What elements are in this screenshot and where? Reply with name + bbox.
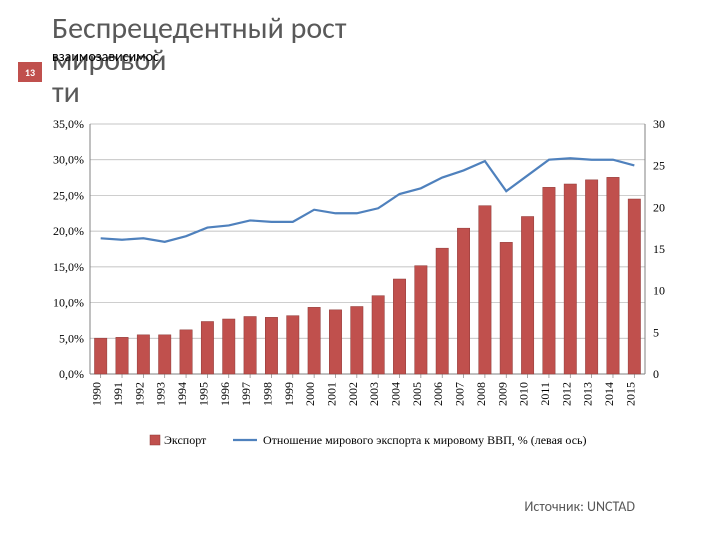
svg-text:15: 15 bbox=[653, 242, 665, 256]
svg-text:2007: 2007 bbox=[453, 382, 467, 406]
svg-text:2002: 2002 bbox=[346, 382, 360, 406]
slide-number: 13 bbox=[25, 66, 35, 79]
svg-text:10: 10 bbox=[653, 284, 665, 298]
svg-text:2003: 2003 bbox=[367, 382, 381, 406]
svg-text:2001: 2001 bbox=[324, 382, 338, 406]
svg-text:1996: 1996 bbox=[218, 382, 232, 406]
svg-text:2011: 2011 bbox=[538, 382, 552, 406]
svg-text:2006: 2006 bbox=[431, 382, 445, 406]
svg-text:Экспорт: Экспорт bbox=[164, 433, 207, 447]
svg-text:Отношение мирового экспорта к: Отношение мирового экспорта к мировому В… bbox=[263, 433, 587, 447]
slide-number-badge: 13 bbox=[18, 62, 42, 82]
svg-text:1999: 1999 bbox=[282, 382, 296, 406]
svg-text:2009: 2009 bbox=[495, 382, 509, 406]
svg-text:2015: 2015 bbox=[623, 382, 637, 406]
svg-text:1997: 1997 bbox=[239, 382, 253, 406]
svg-text:5: 5 bbox=[653, 325, 659, 339]
svg-text:30,0%: 30,0% bbox=[53, 153, 84, 167]
svg-text:2014: 2014 bbox=[602, 382, 616, 406]
svg-text:2012: 2012 bbox=[559, 382, 573, 406]
svg-text:2000: 2000 bbox=[303, 382, 317, 406]
svg-text:1992: 1992 bbox=[132, 382, 146, 406]
svg-text:2004: 2004 bbox=[389, 382, 403, 406]
svg-text:2013: 2013 bbox=[581, 382, 595, 406]
svg-text:0: 0 bbox=[653, 367, 659, 381]
svg-text:5,0%: 5,0% bbox=[59, 331, 84, 345]
svg-text:15,0%: 15,0% bbox=[53, 260, 84, 274]
svg-text:1993: 1993 bbox=[154, 382, 168, 406]
title-line-3: ти bbox=[52, 78, 80, 108]
svg-text:1994: 1994 bbox=[175, 382, 189, 406]
svg-text:2010: 2010 bbox=[517, 382, 531, 406]
svg-text:35,0%: 35,0% bbox=[53, 117, 84, 131]
svg-text:1998: 1998 bbox=[260, 382, 274, 406]
source-text: Источник: UNCTAD bbox=[524, 498, 635, 515]
svg-text:30: 30 bbox=[653, 117, 665, 131]
svg-text:20,0%: 20,0% bbox=[53, 224, 84, 238]
svg-text:2005: 2005 bbox=[410, 382, 424, 406]
svg-text:1991: 1991 bbox=[111, 382, 125, 406]
svg-text:10,0%: 10,0% bbox=[53, 296, 84, 310]
overlay-text: взаимозависимос bbox=[52, 48, 159, 65]
svg-text:0,0%: 0,0% bbox=[59, 367, 84, 381]
svg-text:2008: 2008 bbox=[474, 382, 488, 406]
title-line-1: Беспрецедентный рост bbox=[52, 14, 700, 44]
svg-text:25,0%: 25,0% bbox=[53, 188, 84, 202]
svg-text:1995: 1995 bbox=[196, 382, 210, 406]
svg-text:25: 25 bbox=[653, 159, 665, 173]
svg-text:1990: 1990 bbox=[90, 382, 104, 406]
svg-text:20: 20 bbox=[653, 200, 665, 214]
export-chart: 0,0% 5,0% 10,0% 15,0% 20,0% 25,0% 30,0% 35,0% 0 5… bbox=[30, 112, 690, 472]
